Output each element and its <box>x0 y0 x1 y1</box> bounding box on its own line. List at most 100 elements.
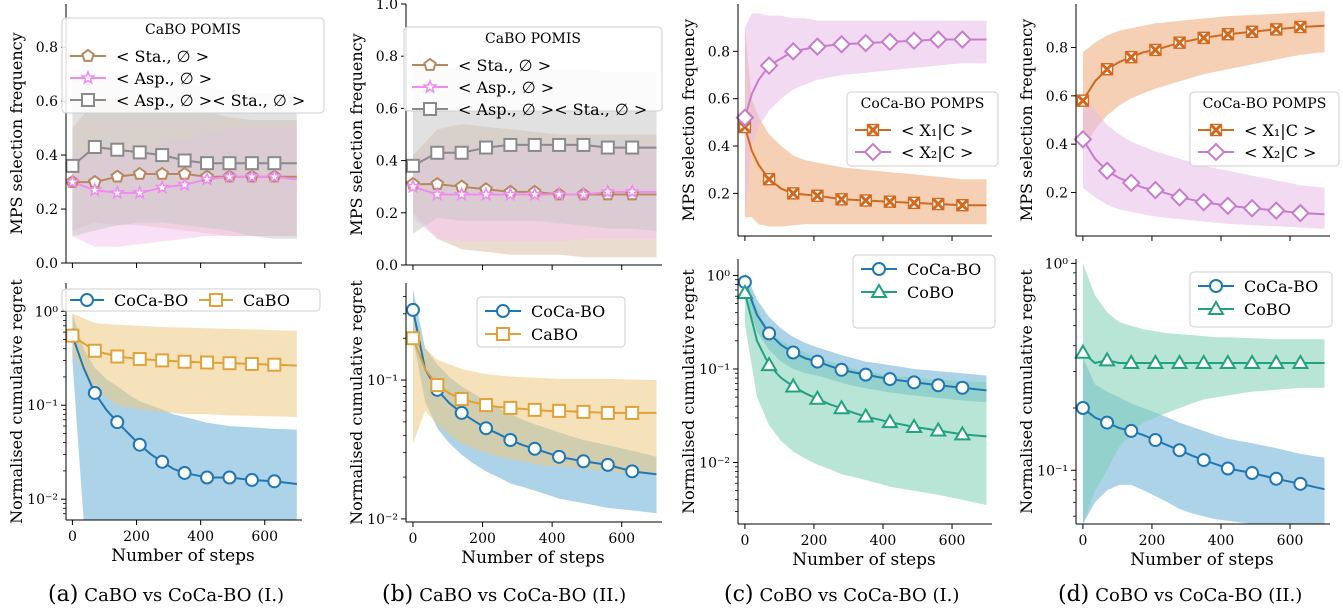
confidence-band <box>1082 91 1325 229</box>
data-point <box>1242 198 1262 218</box>
data-point <box>1170 187 1189 207</box>
data-point <box>1124 423 1139 438</box>
data-point-cross <box>1149 43 1162 56</box>
caption-text: CoBO vs CoCa-BO (II.) <box>1095 585 1303 606</box>
data-point <box>177 153 192 168</box>
y-tick-label: 0.2 <box>376 206 398 222</box>
legend: CoCa-BO POMPS < X₁|C > < X₂|C > <box>846 91 999 167</box>
data-point <box>422 78 438 94</box>
data-point <box>1121 173 1141 193</box>
data-point <box>430 145 445 160</box>
data-point <box>1221 28 1235 41</box>
data-point <box>1245 466 1260 481</box>
data-point-cross <box>1294 20 1307 34</box>
data-point <box>811 189 824 202</box>
data-point <box>209 293 223 307</box>
data-point <box>1098 351 1116 367</box>
data-point <box>1219 354 1237 370</box>
data-point <box>736 283 754 299</box>
data-point <box>1125 50 1138 64</box>
y-axis-label: MPS selection frequency <box>1017 19 1036 221</box>
caption-label: (d) <box>1058 582 1090 607</box>
data-point <box>858 367 873 382</box>
data-point <box>759 56 779 75</box>
x-tick-label: 0 <box>408 531 417 547</box>
data-point-cross <box>866 123 880 137</box>
data-point-cross <box>835 193 848 206</box>
data-point <box>1245 25 1259 38</box>
confidence-band <box>72 313 297 520</box>
data-point <box>423 57 437 71</box>
data-point <box>200 355 215 370</box>
data-point <box>1172 443 1187 458</box>
data-point-cross <box>1125 51 1138 64</box>
data-point-cross <box>1209 123 1223 137</box>
data-point <box>624 183 641 199</box>
data-point <box>87 343 102 358</box>
x-tick-label: 400 <box>1208 533 1235 549</box>
data-point <box>405 302 420 317</box>
data-point <box>86 182 103 197</box>
data-point <box>80 69 96 85</box>
confidence-band <box>744 13 987 218</box>
data-point <box>405 331 420 346</box>
data-point <box>1073 129 1093 149</box>
data-point <box>872 262 886 276</box>
x-tick-label: 0 <box>68 529 77 545</box>
data-point <box>527 441 542 456</box>
data-point <box>267 156 282 171</box>
x-axis-label: Number of steps <box>1130 550 1274 570</box>
y-tick-label: 10⁻¹ <box>27 398 58 414</box>
data-point <box>787 187 800 200</box>
legend-label: < Asp., ∅ >< Sta., ∅ > <box>116 91 305 110</box>
data-point <box>244 356 259 371</box>
legend: CoCa-BO CoBO <box>1189 271 1333 328</box>
y-axis-label: Normalised cumulative regret <box>347 280 366 525</box>
data-point <box>132 437 147 452</box>
y-tick-label: 0.2 <box>708 186 730 202</box>
data-point-cross <box>811 189 824 202</box>
y-tick-label: 0.6 <box>708 92 730 108</box>
data-point <box>1220 461 1235 476</box>
y-tick-label: 10⁰ <box>1045 256 1069 272</box>
data-point <box>109 184 126 200</box>
data-point <box>503 400 518 415</box>
data-point <box>155 148 170 163</box>
data-point <box>454 145 469 160</box>
data-point <box>244 168 260 184</box>
data-point <box>496 327 510 341</box>
data-point <box>80 293 94 307</box>
x-axis-label: Number of steps <box>111 546 255 566</box>
data-point <box>600 405 615 420</box>
caption-b: (b) CaBO vs CoCa-BO (II.) <box>382 582 626 607</box>
confidence-band <box>1082 263 1325 524</box>
y-tick-label: 0.4 <box>708 139 730 155</box>
data-point <box>503 433 518 448</box>
data-point <box>552 449 567 464</box>
data-point <box>600 457 615 472</box>
legend-label: < X₁|C > <box>901 121 973 140</box>
data-point <box>110 349 125 364</box>
data-point <box>834 362 849 377</box>
legend-box <box>846 91 999 167</box>
data-point <box>405 158 420 173</box>
data-point <box>1207 300 1225 315</box>
data-point <box>430 378 445 393</box>
data-point <box>625 140 640 155</box>
data-point <box>64 173 81 189</box>
data-point <box>1196 453 1211 468</box>
data-point <box>1294 20 1307 34</box>
caption-a: (a) CaBO vs CoCa-BO (I.) <box>48 582 284 607</box>
data-point <box>904 31 924 51</box>
data-point <box>1290 203 1310 223</box>
data-point <box>882 372 897 387</box>
data-point <box>551 186 567 202</box>
data-point <box>1146 354 1165 370</box>
data-point <box>87 385 102 400</box>
data-point <box>1243 354 1261 370</box>
data-point <box>1206 142 1226 162</box>
data-point <box>154 179 171 195</box>
y-tick-label: 10⁻¹ <box>699 362 730 378</box>
data-point <box>880 32 900 52</box>
